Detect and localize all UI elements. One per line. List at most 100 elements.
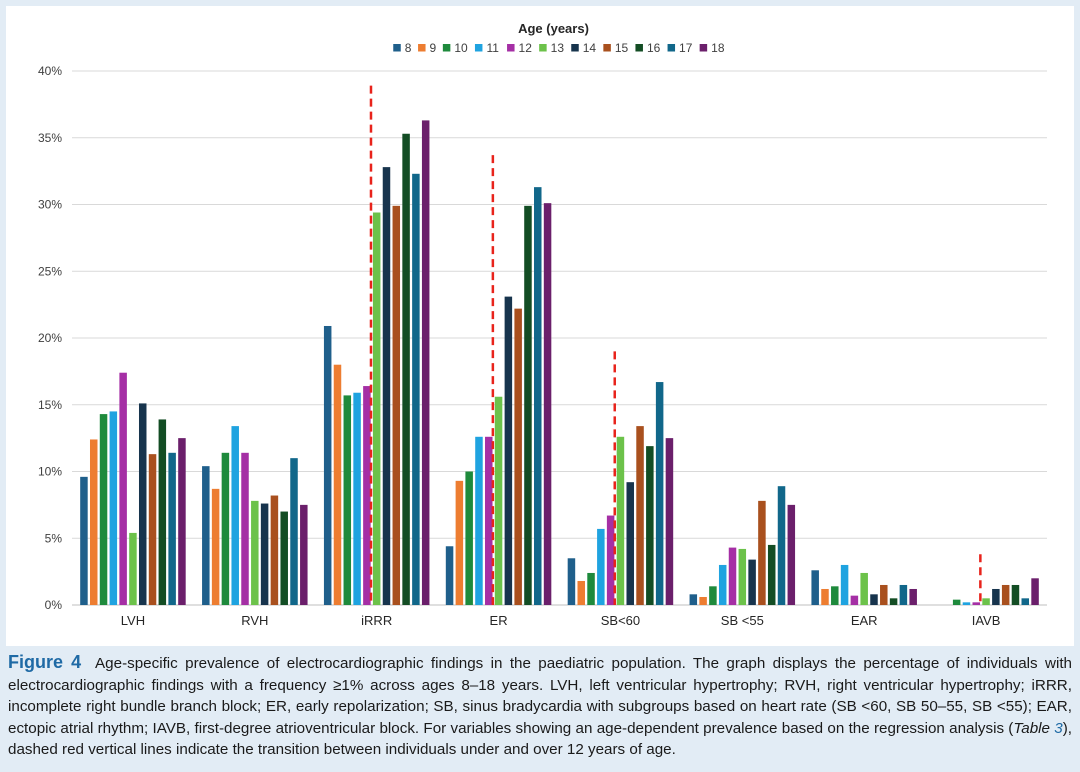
legend-swatch [507, 44, 515, 52]
bar [534, 187, 542, 605]
bar [777, 486, 786, 605]
legend-swatch [699, 44, 708, 52]
bar [129, 532, 137, 605]
legend-entry: 14 [583, 41, 597, 55]
figure-label: Figure 4 [8, 652, 82, 672]
bar [616, 436, 625, 605]
bar [860, 572, 868, 605]
y-tick-label: 40% [38, 64, 62, 78]
bar [597, 528, 605, 605]
bar [382, 167, 391, 605]
bar [270, 495, 279, 605]
bar [646, 446, 654, 605]
bar [80, 476, 88, 605]
caption-table-word: Table [1013, 719, 1055, 737]
bar [89, 439, 98, 605]
bar [412, 173, 420, 606]
y-tick-label: 35% [38, 131, 62, 145]
bar [445, 546, 454, 605]
bar [821, 588, 829, 605]
y-tick-label: 30% [38, 198, 62, 212]
x-tick-label: ER [490, 613, 508, 628]
legend-entry: 11 [486, 41, 499, 55]
y-tick-label: 0% [45, 598, 63, 612]
bar [909, 588, 917, 605]
legend-entry: 18 [711, 41, 725, 55]
legend-entry: 17 [679, 41, 693, 55]
legend-entry: 8 [405, 41, 412, 55]
bar [485, 436, 493, 605]
bar [962, 602, 971, 605]
bar [982, 598, 990, 605]
bar [567, 558, 576, 605]
x-tick-label: SB <55 [721, 613, 764, 628]
bar [138, 403, 147, 605]
bar [168, 452, 176, 605]
bar [699, 596, 707, 605]
bar [1011, 584, 1020, 605]
bar [1021, 598, 1030, 605]
bar [353, 392, 361, 605]
bar [221, 452, 230, 605]
bar [333, 364, 342, 605]
legend-swatch [571, 44, 579, 52]
bar [831, 586, 839, 605]
chart-panel: 0% 5% 10% 15% 20% 25% 30% 35% 40% LVH RVH iRRR ER SB<… [6, 6, 1074, 646]
bar [363, 386, 371, 605]
bar [577, 580, 585, 605]
bar [870, 594, 878, 605]
bar [748, 559, 756, 605]
bar [119, 372, 127, 605]
bar [655, 382, 664, 605]
bar-chart: 0% 5% 10% 15% 20% 25% 30% 35% 40% LVH RVH iRRR ER SB<… [38, 21, 1047, 628]
bar [421, 120, 430, 606]
y-tick-label: 10% [38, 465, 62, 479]
bar [514, 308, 522, 605]
bar [343, 395, 352, 605]
bar [494, 396, 503, 605]
bar [738, 548, 747, 605]
legend-entry: 9 [430, 41, 437, 55]
bar [767, 544, 776, 605]
bar [1001, 584, 1010, 605]
bar [543, 203, 552, 606]
x-tick-label: RVH [241, 613, 268, 628]
bar [504, 296, 513, 605]
bar [840, 564, 849, 605]
bar [392, 205, 401, 605]
bar [626, 482, 634, 605]
bar [1031, 578, 1039, 605]
legend-swatch [474, 44, 483, 52]
bar [300, 504, 308, 605]
bar [158, 419, 167, 605]
caption-table-link[interactable]: 3 [1054, 719, 1063, 737]
bar [178, 438, 186, 605]
bar [323, 325, 332, 605]
bar [718, 564, 727, 605]
x-tick-label: LVH [121, 613, 145, 628]
bar [465, 471, 473, 605]
x-tick-label: iRRR [361, 613, 392, 628]
legend-swatch [539, 44, 547, 52]
legend-swatch [442, 44, 451, 52]
legend-entry: 16 [647, 41, 661, 55]
bar [280, 511, 288, 605]
legend-entry: 12 [519, 41, 533, 55]
bar [952, 599, 961, 605]
bar [202, 466, 210, 605]
legend-swatch [418, 44, 426, 52]
bar [231, 426, 239, 605]
legend-swatch [667, 44, 676, 52]
bar [850, 595, 859, 605]
bar [689, 594, 698, 605]
bar [880, 584, 888, 605]
x-tick-label: SB<60 [601, 613, 640, 628]
bar [260, 503, 269, 605]
y-tick-label: 20% [38, 331, 62, 345]
y-tick-label: 5% [45, 531, 63, 545]
bar [109, 411, 118, 605]
bar [148, 454, 157, 605]
bar [455, 480, 464, 605]
legend-swatch [603, 44, 611, 52]
bar [709, 586, 717, 605]
